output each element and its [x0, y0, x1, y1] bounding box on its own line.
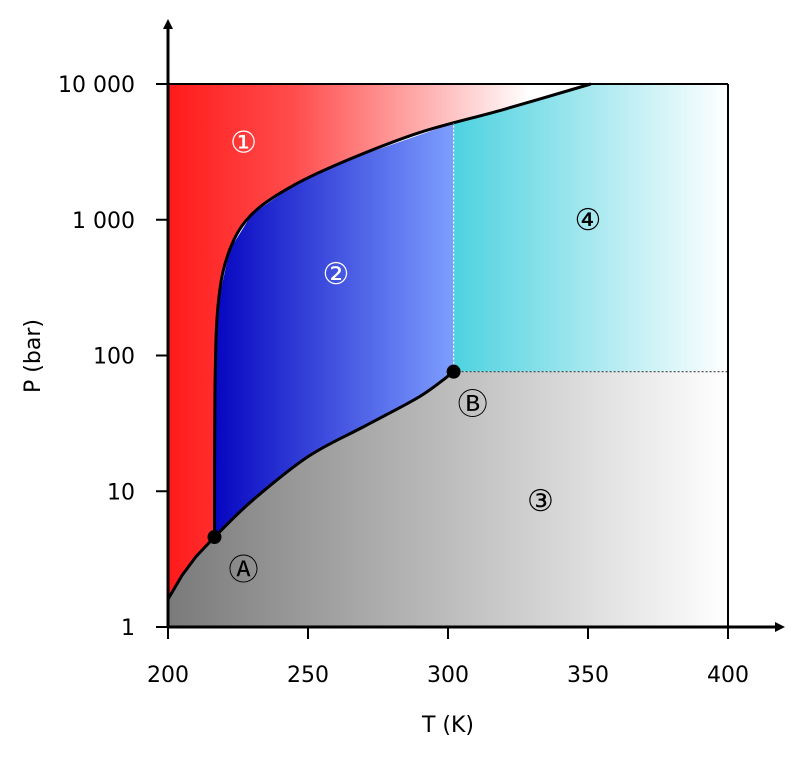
melting-curve: [213, 82, 592, 538]
y-tick-label: 100: [93, 345, 135, 370]
y-tick-label: 1 000: [72, 209, 135, 234]
x-tick-label: 200: [147, 663, 189, 688]
point-a-label: Ⓐ: [228, 553, 258, 588]
phase-regions: [168, 84, 728, 627]
region-labels: ① ② ③ ④: [230, 126, 601, 519]
region-2-fill: [214, 123, 454, 538]
x-tick-label: 400: [707, 663, 749, 688]
x-tick-label: 250: [287, 663, 329, 688]
region-4-label: ④: [575, 203, 602, 238]
x-axis-title: T (K): [421, 713, 474, 738]
special-points: ⒶⒷ: [207, 364, 488, 588]
region-1-label: ①: [230, 126, 257, 161]
point-b-marker: [446, 364, 461, 379]
point-a-marker: [207, 530, 222, 545]
y-tick-label: 1: [121, 616, 135, 641]
x-tick-label: 300: [427, 663, 469, 688]
region-3-label: ③: [527, 484, 554, 519]
vaporization-curve: [213, 370, 455, 539]
region-4-fill: [453, 84, 728, 372]
region-2-label: ②: [323, 257, 350, 292]
region-1-fill: [168, 84, 591, 627]
axes: 200 250 300 350 400 1 10 100 1 000 10 000: [58, 19, 785, 688]
y-tick-label: 10: [107, 480, 135, 505]
sublimation-curve: [166, 535, 216, 601]
point-b-label: Ⓑ: [458, 388, 488, 423]
y-axis-title: P (bar): [21, 319, 46, 393]
y-tick-label: 10 000: [58, 73, 135, 98]
x-tick-label: 350: [567, 663, 609, 688]
region-3-fill: [168, 371, 728, 627]
phase-boundaries: [166, 82, 728, 601]
